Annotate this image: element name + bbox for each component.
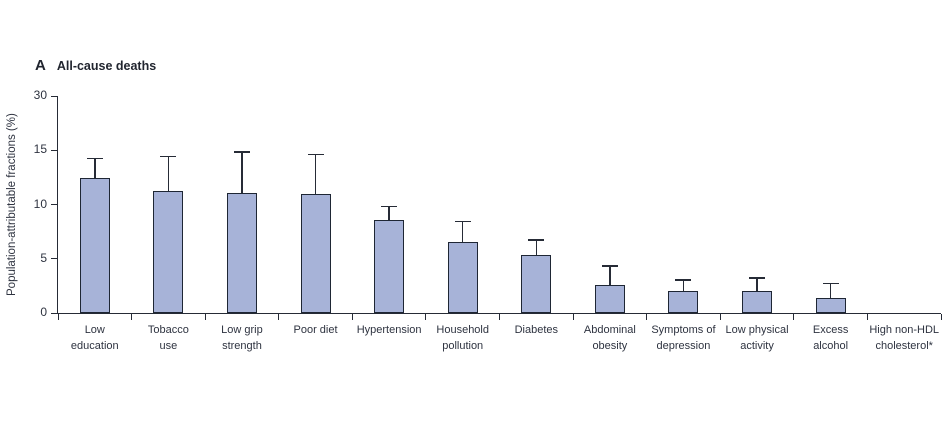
x-tick: [499, 314, 500, 320]
error-bar-stem: [241, 152, 243, 193]
bar: [300, 193, 331, 313]
bar: [668, 291, 699, 313]
category-label: Abdominal obesity: [583, 324, 636, 352]
error-bar-cap: [601, 265, 618, 267]
bar: [742, 291, 773, 313]
bar: [815, 297, 846, 313]
error-bar-cap: [381, 205, 398, 208]
error-bar-cap: [86, 157, 103, 160]
error-bar-stem: [829, 283, 832, 298]
error-bar-cap: [528, 239, 545, 241]
category-label: Diabetes: [514, 324, 558, 336]
bar: [226, 192, 257, 313]
x-tick: [793, 314, 795, 320]
error-bar-cap: [160, 155, 177, 158]
category-label: Low physical activity: [725, 324, 789, 352]
error-bar-cap: [822, 282, 839, 285]
error-bar-cap: [307, 153, 324, 156]
y-tick: [51, 95, 57, 97]
x-tick: [425, 314, 427, 320]
y-tick: [51, 312, 57, 314]
x-tick: [131, 314, 133, 320]
x-tick: [940, 314, 942, 320]
bar: [521, 255, 552, 313]
y-tick-label: 5: [40, 250, 47, 265]
error-bar-stem: [167, 156, 170, 192]
y-tick-label: 15: [33, 142, 47, 157]
x-tick: [866, 314, 868, 320]
x-tick: [278, 314, 280, 320]
chart-title: All-cause deaths: [56, 59, 157, 73]
y-tick-label: 10: [33, 196, 47, 211]
category-label: Symptoms of depression: [651, 324, 716, 352]
x-tick: [57, 314, 59, 320]
error-bar-stem: [756, 278, 758, 292]
y-tick: [51, 258, 57, 260]
y-tick-label: 30: [33, 88, 47, 102]
bar: [374, 219, 405, 313]
error-bar-stem: [682, 280, 685, 292]
x-tick: [351, 314, 353, 320]
category-label: High non-HDL cholesterol*: [869, 324, 940, 352]
error-bar-stem: [461, 221, 464, 243]
bar: [594, 284, 625, 313]
bar: [153, 191, 184, 313]
category-label: Tobacco use: [147, 324, 189, 352]
y-axis-line: [57, 96, 58, 314]
category-label: Low grip strength: [221, 324, 263, 352]
x-tick: [646, 314, 648, 320]
error-bar-stem: [94, 158, 96, 179]
error-bar-stem: [535, 240, 538, 256]
figure-title: A All-cause deaths: [35, 57, 156, 74]
error-bar-stem: [388, 206, 390, 220]
x-tick: [572, 314, 574, 320]
bar: [447, 242, 478, 313]
x-tick: [719, 314, 721, 320]
category-label: Household pollution: [436, 324, 489, 352]
error-bar-stem: [609, 266, 611, 285]
panel-label: A: [35, 57, 46, 74]
error-bar-cap: [675, 279, 692, 281]
y-tick: [51, 204, 57, 205]
y-tick-label: 0: [40, 305, 47, 319]
bar: [79, 178, 110, 313]
category-label: Excess alcohol: [812, 324, 849, 352]
x-axis-line: [58, 313, 941, 314]
y-tick: [51, 149, 57, 151]
x-tick: [204, 314, 206, 320]
error-bar-cap: [749, 277, 766, 279]
category-label: Low education: [70, 324, 119, 352]
category-label: Poor diet: [293, 324, 338, 336]
error-bar-cap: [233, 151, 250, 153]
error-bar-stem: [314, 154, 317, 194]
error-bar-cap: [454, 220, 471, 223]
category-label: Hypertension: [356, 324, 422, 336]
